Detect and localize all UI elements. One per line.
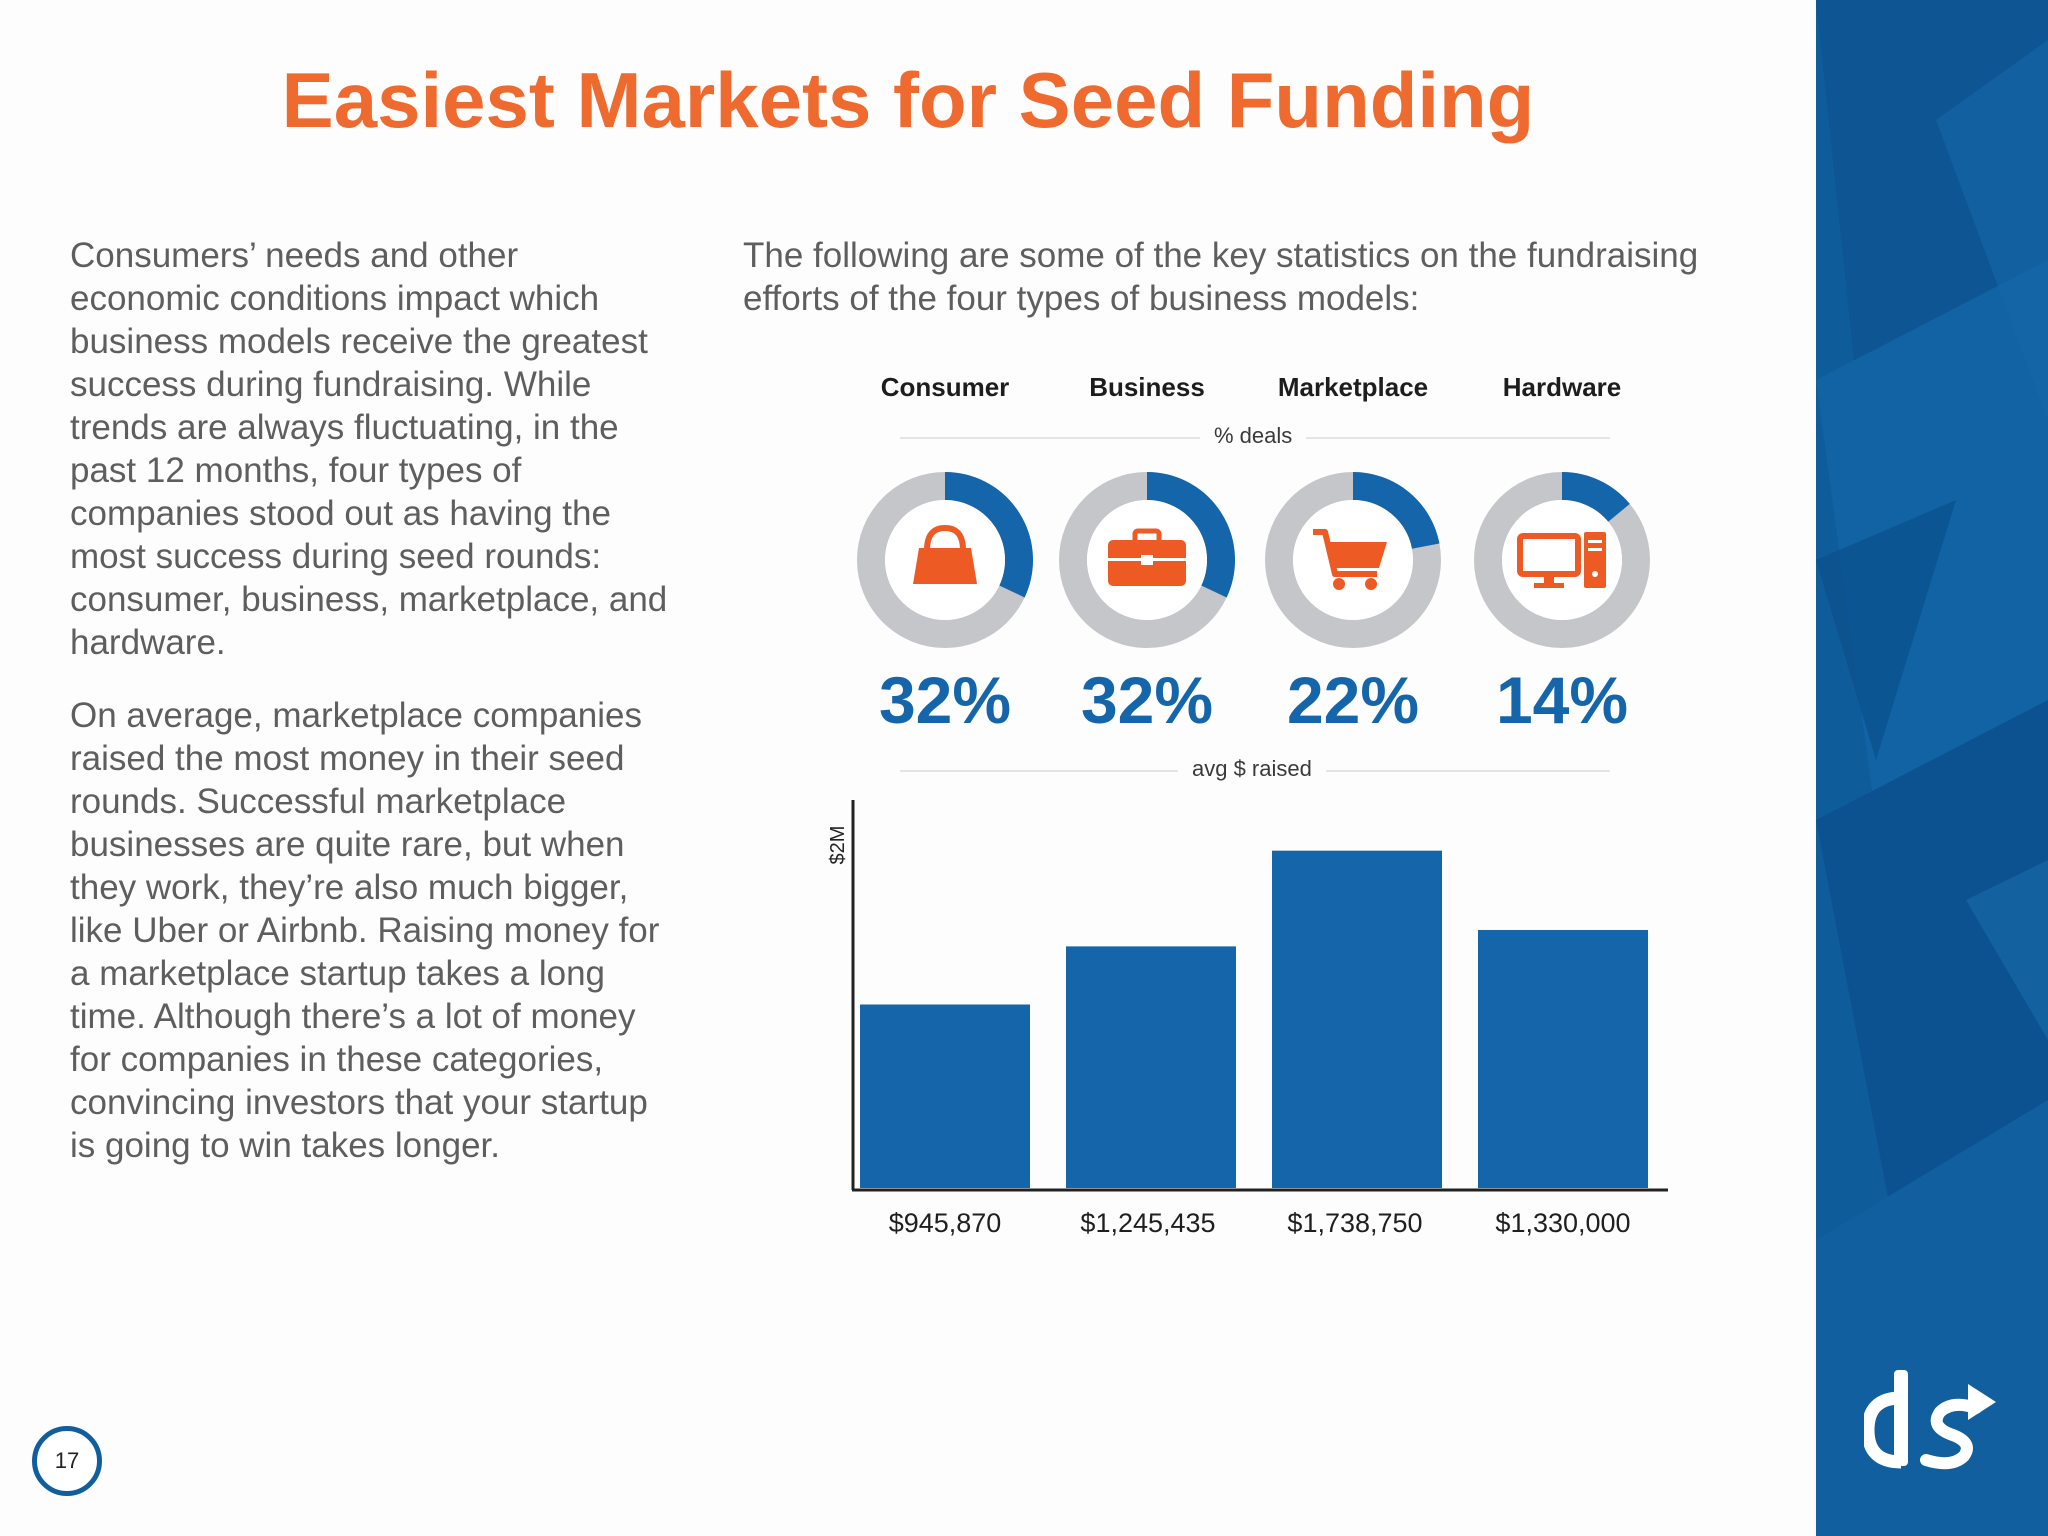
pct-consumer: 32%: [878, 663, 1012, 737]
ring-value-arc: [1352, 472, 1440, 550]
y-axis-label: $2M: [827, 826, 849, 865]
ring-value-arc: [1561, 472, 1630, 523]
donut-hardware: [1474, 472, 1650, 648]
donut-marketplace: [1265, 472, 1441, 648]
pct-hardware: 14%: [1495, 663, 1629, 737]
body-paragraph-2: On average, marketplace companies raised…: [70, 696, 660, 1165]
body-paragraph-1: Consumers’ needs and other economic cond…: [70, 236, 668, 662]
left-text-column: Consumers’ needs and other economic cond…: [70, 234, 670, 1197]
bar-value-label-consumer: $945,870: [888, 1208, 1002, 1238]
bars-group: [860, 850, 1648, 1188]
briefcase-icon: [1108, 528, 1186, 586]
sidebar-pattern: [1816, 0, 2048, 1536]
category-label-consumer: Consumer: [880, 372, 1010, 402]
page-title: Easiest Markets for Seed Funding: [281, 56, 1535, 144]
bar-marketplace: [1272, 850, 1442, 1188]
ds-logo: [1864, 1370, 1996, 1470]
deals-section-label: % deals: [1200, 423, 1307, 449]
category-label-marketplace: Marketplace: [1277, 372, 1429, 402]
donut-consumer: [857, 472, 1033, 648]
shopping-bag-icon: [913, 524, 977, 584]
category-label-hardware: Hardware: [1502, 372, 1622, 402]
ring-value-arc: [944, 472, 1033, 598]
bar-value-label-business: $1,245,435: [1080, 1208, 1216, 1238]
page-number-badge: 17: [32, 1426, 102, 1496]
shopping-cart-icon: [1313, 529, 1387, 590]
bar-consumer: [860, 1004, 1030, 1188]
desktop-computer-icon: [1517, 532, 1606, 588]
sidebar-panel: [1816, 0, 2048, 1536]
pct-business: 32%: [1080, 663, 1214, 737]
intro-text: The following are some of the key statis…: [743, 236, 1699, 318]
raised-section-label: avg $ raised: [1178, 756, 1326, 782]
donut-business: [1059, 472, 1235, 648]
category-label-business: Business: [1089, 372, 1205, 402]
bar-value-label-marketplace: $1,738,750: [1287, 1208, 1423, 1238]
ring-center: [1502, 500, 1622, 620]
pct-marketplace: 22%: [1286, 663, 1420, 737]
bar-value-label-hardware: $1,330,000: [1495, 1208, 1631, 1238]
ring-value-arc: [1146, 472, 1235, 598]
bar-hardware: [1478, 929, 1648, 1188]
bar-business: [1066, 946, 1236, 1188]
